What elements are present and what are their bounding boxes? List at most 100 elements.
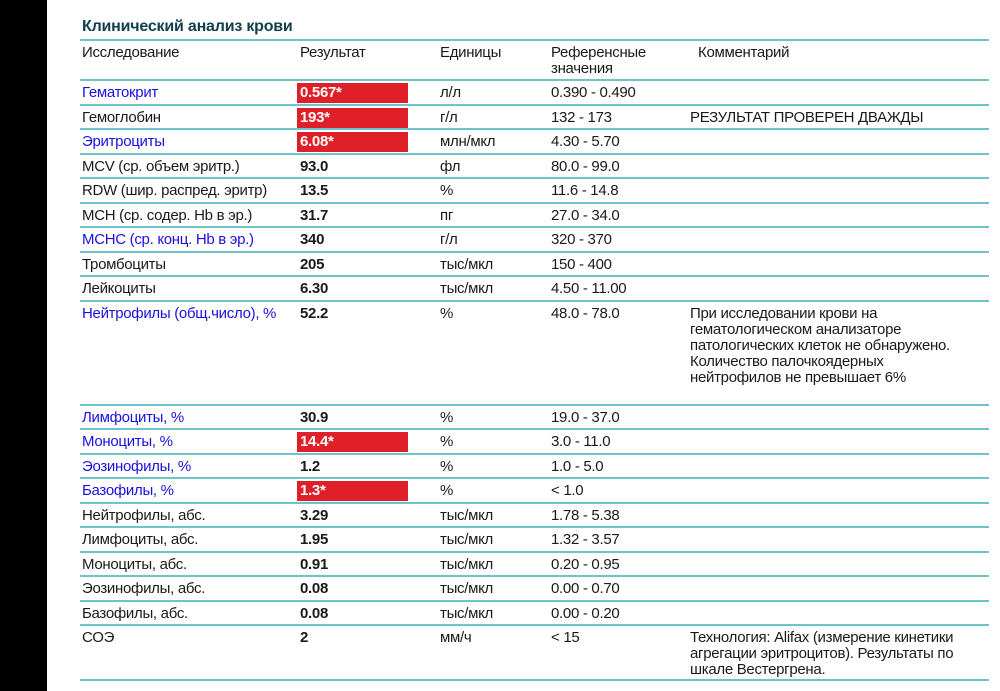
table-row: RDW (шир. распред. эритр) 13.5% 11.6 - 14.… (80, 179, 989, 204)
header-units: Единицы (440, 44, 502, 61)
test-name-link[interactable]: Гематокрит (82, 84, 158, 101)
left-black-margin (0, 0, 47, 691)
test-name: Лимфоциты, абс. (82, 531, 199, 548)
test-name-link[interactable]: Эозинофилы, % (82, 457, 191, 475)
units: % (440, 482, 454, 499)
header-test: Исследование (82, 44, 180, 61)
reference-range: 80.0 - 99.0 (551, 157, 620, 175)
result-value-flagged: 1.3* (297, 481, 408, 501)
table-row: Лимфоциты, % 30.9% 19.0 - 37.0 (80, 406, 989, 430)
test-name: Эозинофилы, абс. (82, 580, 206, 597)
table-row: Базофилы, % 1.3*% < 1.0 (80, 479, 989, 504)
table-row: MCH (ср. содер. Hb в эр.) 31.7 пг 27.0 - 34… (80, 204, 989, 228)
reference-range: 1.78 - 5.38 (551, 506, 620, 524)
test-name-link[interactable]: Лимфоциты, % (82, 408, 184, 426)
test-name-link[interactable]: Базофилы, % (82, 482, 174, 499)
units: % (440, 433, 454, 450)
table-row: Нейтрофилы, абс. 3.29 тыс/мкл 1.78 - 5.38 (80, 504, 989, 528)
result-value: 0.08 (300, 604, 328, 622)
table-row: СОЭ 2 мм/ч < 15 Технология: Alifax (измерени… (80, 626, 989, 681)
units: % (440, 457, 454, 475)
units: % (440, 182, 454, 199)
reference-range: 11.6 - 14.8 (551, 182, 619, 199)
units: % (440, 304, 454, 322)
test-name: MCH (ср. содер. Hb в эр.) (82, 206, 253, 224)
reference-range: 4.50 - 11.00 (551, 280, 627, 297)
test-name-link[interactable]: Моноциты, % (82, 433, 173, 450)
reference-range: 1.32 - 3.57 (551, 531, 620, 548)
units: тыс/мкл (440, 531, 494, 548)
units: млн/мкл (440, 133, 496, 150)
table-row: Гемоглобин 193* г/л 132 - 173 РЕЗУЛЬТАТ ПРОВ… (80, 106, 989, 130)
table-header: Исследование Результат Единицы Референсн… (80, 41, 989, 81)
test-name: Лейкоциты (82, 280, 156, 297)
reference-range: 320 - 370 (551, 231, 612, 248)
reference-range: 27.0 - 34.0 (551, 206, 620, 224)
result-value: 6.30 (300, 280, 328, 297)
test-name: RDW (шир. распред. эритр) (82, 182, 267, 199)
result-value: 3.29 (300, 506, 328, 524)
reference-range: 4.30 - 5.70 (551, 133, 620, 150)
test-name: Тромбоциты (82, 255, 166, 273)
table-row: Лейкоциты 6.30 тыс/мкл 4.50 - 11.00 (80, 277, 989, 302)
result-value: 205 (300, 255, 325, 273)
test-name: MCV (ср. объем эритр.) (82, 157, 240, 175)
table-row: Эозинофилы, % 1.2% 1.0 - 5.0 (80, 455, 989, 479)
test-name: Нейтрофилы, абс. (82, 506, 206, 524)
reference-range: 0.390 - 0.490 (551, 84, 636, 101)
result-value: 13.5 (300, 182, 328, 199)
reference-range: 3.0 - 11.0 (551, 433, 611, 450)
table-row: Базофилы, абс. 0.08 тыс/мкл 0.00 - 0.20 (80, 602, 989, 626)
result-value-flagged: 0.567* (297, 83, 408, 103)
test-name-link[interactable]: Эритроциты (82, 133, 165, 150)
test-name: Базофилы, абс. (82, 604, 188, 622)
result-value-flagged: 14.4* (297, 432, 408, 452)
test-name-link[interactable]: MCHC (ср. конц. Hb в эр.) (82, 231, 254, 248)
units: тыс/мкл (440, 255, 494, 273)
header-reference: Референсные значения (551, 44, 646, 77)
comment: При исследовании крови на гематологическ… (690, 304, 950, 386)
units: фл (440, 157, 461, 175)
units: тыс/мкл (440, 506, 494, 524)
reference-range: 132 - 173 (551, 108, 612, 126)
units: г/л (440, 231, 458, 248)
table-row: Гематокрит 0.567* л/л 0.390 - 0.490 (80, 81, 989, 106)
results-table: Исследование Результат Единицы Референсн… (80, 39, 989, 681)
result-value: 52.2 (300, 304, 328, 322)
reference-range: 150 - 400 (551, 255, 612, 273)
reference-range: < 15 (551, 629, 580, 646)
table-row: MCV (ср. объем эритр.) 93.0 фл 80.0 - 99.0 (80, 155, 989, 179)
reference-range: 1.0 - 5.0 (551, 457, 604, 475)
table-row: MCHC (ср. конц. Hb в эр.) 340 г/л 320 - 370 (80, 228, 989, 253)
result-value: 1.2 (300, 457, 320, 475)
table-row: Эритроциты 6.08* млн/мкл 4.30 - 5.70 (80, 130, 989, 155)
units: г/л (440, 108, 458, 126)
test-name-link[interactable]: Нейтрофилы (общ.число), % (82, 304, 277, 322)
result-value: 31.7 (300, 206, 328, 224)
result-value-flagged: 193* (297, 107, 408, 128)
table-row: Лимфоциты, абс. 1.95 тыс/мкл 1.32 - 3.57 (80, 528, 989, 553)
units: тыс/мкл (440, 580, 494, 597)
reference-range: 48.0 - 78.0 (551, 304, 620, 322)
units: тыс/мкл (440, 604, 494, 622)
reference-range: 0.00 - 0.20 (551, 604, 620, 622)
table-row: Моноциты, % 14.4*% 3.0 - 11.0 (80, 430, 989, 455)
test-name: Гемоглобин (82, 108, 161, 126)
comment: РЕЗУЛЬТАТ ПРОВЕРЕН ДВАЖДЫ (690, 108, 924, 126)
reference-range: < 1.0 (551, 482, 584, 499)
comment: Технология: Alifax (измерение кинетики а… (690, 629, 954, 678)
test-name: СОЭ (82, 629, 115, 646)
units: % (440, 408, 454, 426)
result-value: 0.91 (300, 555, 328, 573)
header-result: Результат (300, 44, 366, 61)
units: тыс/мкл (440, 280, 494, 297)
table-row: Эозинофилы, абс. 0.08 тыс/мкл 0.00 - 0.70 (80, 577, 989, 602)
units: мм/ч (440, 629, 472, 646)
reference-range: 0.20 - 0.95 (551, 555, 620, 573)
reference-range: 19.0 - 37.0 (551, 408, 620, 426)
result-value: 30.9 (300, 408, 328, 426)
units: тыс/мкл (440, 555, 494, 573)
table-body: Гематокрит 0.567* л/л 0.390 - 0.490 Гемоглоб… (80, 81, 989, 681)
units: л/л (440, 84, 461, 101)
result-value: 2 (300, 629, 309, 646)
